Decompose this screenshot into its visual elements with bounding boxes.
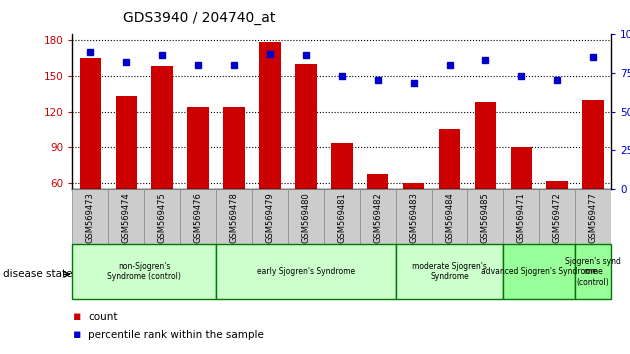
Bar (539, 189, 575, 244)
Text: GSM569473: GSM569473 (86, 192, 95, 243)
Bar (360, 189, 396, 244)
Text: GSM569477: GSM569477 (588, 192, 598, 243)
Bar (467, 189, 503, 244)
Text: GSM569479: GSM569479 (265, 192, 275, 243)
Bar (216, 189, 252, 244)
Text: GSM569474: GSM569474 (122, 192, 131, 243)
Text: GSM569472: GSM569472 (553, 192, 562, 243)
Bar (259, 42, 281, 255)
Bar (252, 189, 288, 244)
Text: GSM569483: GSM569483 (409, 192, 418, 243)
Bar (324, 189, 360, 244)
Text: Sjogren's synd
rome
(control): Sjogren's synd rome (control) (565, 257, 621, 287)
Text: advanced Sjogren's Syndrome: advanced Sjogren's Syndrome (481, 267, 597, 276)
Bar (503, 189, 539, 244)
Bar (108, 189, 144, 244)
Bar (79, 58, 101, 255)
Text: GSM569478: GSM569478 (229, 192, 239, 243)
Text: percentile rank within the sample: percentile rank within the sample (88, 330, 264, 339)
Text: early Sjogren's Syndrome: early Sjogren's Syndrome (257, 267, 355, 276)
Bar (223, 107, 245, 255)
Text: ▪: ▪ (72, 328, 81, 341)
Bar (72, 189, 108, 244)
Bar (474, 102, 496, 255)
Text: GSM569484: GSM569484 (445, 192, 454, 243)
Bar (403, 183, 425, 255)
Text: GSM569481: GSM569481 (337, 192, 346, 243)
Bar (503, 244, 575, 299)
Text: moderate Sjogren's
Syndrome: moderate Sjogren's Syndrome (412, 262, 487, 281)
Bar (187, 107, 209, 255)
Text: disease state: disease state (3, 269, 72, 279)
Bar (582, 99, 604, 255)
Text: ▪: ▪ (72, 310, 81, 323)
Bar (331, 143, 353, 255)
Bar (115, 96, 137, 255)
Text: GSM569480: GSM569480 (301, 192, 311, 243)
Bar (151, 66, 173, 255)
Bar (546, 181, 568, 255)
Text: non-Sjogren's
Syndrome (control): non-Sjogren's Syndrome (control) (107, 262, 181, 281)
Text: GSM569475: GSM569475 (158, 192, 167, 243)
Bar (216, 244, 396, 299)
Text: GSM569485: GSM569485 (481, 192, 490, 243)
Text: GDS3940 / 204740_at: GDS3940 / 204740_at (123, 11, 275, 25)
Text: GSM569476: GSM569476 (193, 192, 203, 243)
Bar (396, 244, 503, 299)
Bar (438, 130, 461, 255)
Bar (396, 189, 432, 244)
Bar (510, 148, 532, 255)
Bar (575, 244, 611, 299)
Text: GSM569482: GSM569482 (373, 192, 382, 243)
Bar (432, 189, 467, 244)
Bar (180, 189, 216, 244)
Bar (144, 189, 180, 244)
Text: count: count (88, 312, 118, 322)
Bar (295, 64, 317, 255)
Bar (575, 189, 611, 244)
Bar (367, 174, 389, 255)
Text: GSM569471: GSM569471 (517, 192, 526, 243)
Bar (288, 189, 324, 244)
Bar (72, 244, 216, 299)
